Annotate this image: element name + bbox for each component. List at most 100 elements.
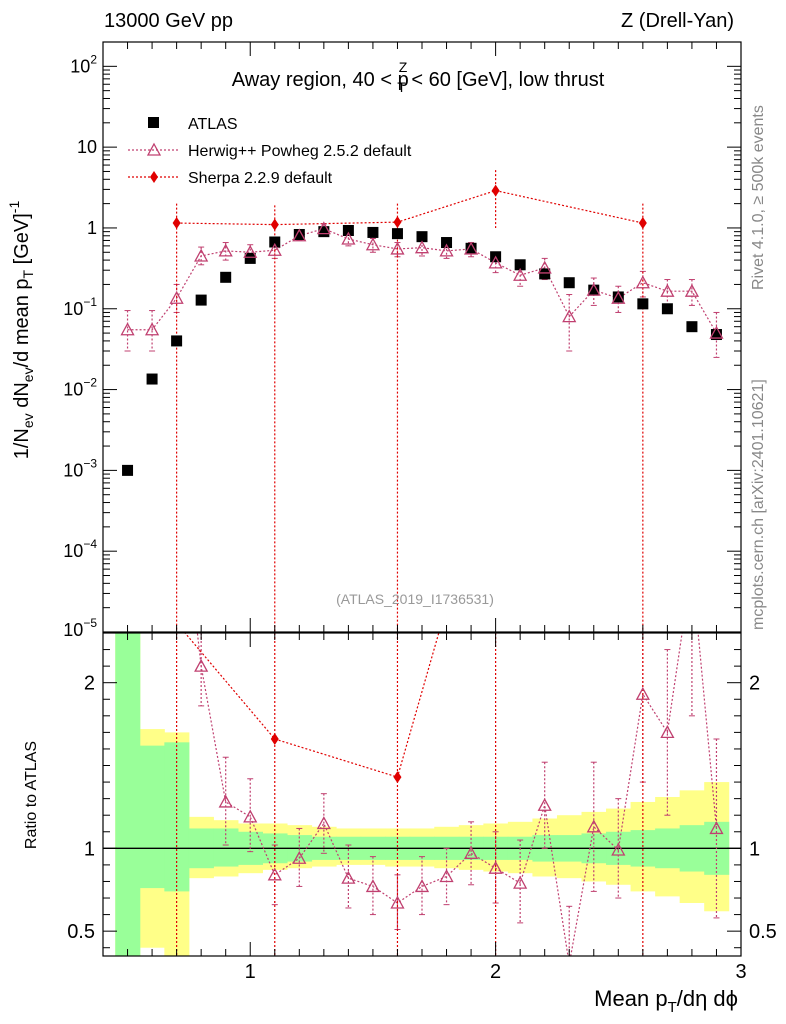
herwig-ratio-point (635, 686, 650, 700)
herwig-ratio-point (586, 819, 601, 833)
herwig-point (316, 221, 331, 235)
atlas-point (122, 464, 134, 476)
x-axis-label: Mean pT/dη dϕ (594, 986, 738, 1016)
mcplots-label: mcplots.cern.ch [arXiv:2401.10621] (750, 379, 767, 630)
herwig-point (414, 240, 430, 254)
herwig-ratio-point (660, 725, 675, 739)
herwig-point (390, 241, 405, 255)
herwig-ratio-point (488, 860, 503, 874)
herwig-ratio-point (513, 875, 528, 889)
ratio-tick-label-right: 2 (749, 673, 760, 695)
herwig-point (144, 322, 160, 336)
ratio-tick-label-right: 1 (749, 838, 760, 860)
sherpa-line (176, 189, 643, 226)
herwig-point (562, 309, 577, 323)
ratio-y-label: Ratio to ATLAS (23, 741, 40, 849)
herwig-point (488, 255, 503, 269)
herwig-ratio-point (390, 895, 405, 909)
header-left: 13000 GeV pp (104, 10, 233, 32)
herwig-ratio-point (341, 870, 356, 884)
herwig-point (611, 290, 626, 304)
sherpa-ratio-point (270, 733, 279, 746)
sherpa-point (270, 218, 279, 231)
x-tick-label: 3 (735, 961, 746, 983)
atlas-point (391, 228, 403, 240)
ratio-tick-label-right: 0.5 (749, 921, 777, 943)
herwig-point (463, 241, 479, 255)
herwig-ratio-point (686, 561, 698, 572)
atlas-point (539, 268, 551, 280)
herwig-ratio-point (709, 821, 724, 835)
rivet-label: Rivet 4.1.0, ≥ 500k events (750, 105, 767, 290)
sherpa-point (638, 217, 647, 230)
herwig-ratio-point (463, 845, 479, 859)
atlas-point (563, 277, 575, 289)
herwig-point (537, 260, 552, 274)
herwig-point (365, 237, 381, 251)
atlas-point (637, 298, 649, 310)
herwig-point (292, 228, 307, 242)
analysis-id: (ATLAS_2019_I1736531) (336, 591, 494, 607)
main-data (120, 170, 724, 632)
ratio-tick-label: 2 (84, 673, 95, 695)
herwig-ratio-point (563, 958, 575, 969)
herwig-ratio-point (267, 867, 282, 881)
chart-title: Away region, 40 < pZ T < 60 [GeV], low th… (232, 59, 605, 95)
y-tick-label: 1 (87, 218, 97, 238)
atlas-point (661, 303, 673, 315)
ratio-tick-label: 0.5 (67, 921, 95, 943)
ratio-tick-label: 1 (84, 838, 95, 860)
atlas-point (146, 373, 158, 385)
herwig-point (586, 282, 601, 296)
atlas-point (293, 228, 305, 240)
y-tick-label: 10−3 (63, 456, 97, 480)
sherpa-ratio-line (184, 633, 440, 778)
herwig-point (169, 290, 184, 304)
y-tick-label: 10 (77, 137, 97, 157)
y-tick-label: 102 (70, 52, 97, 76)
herwig-ratio-point (365, 879, 381, 893)
sherpa-point (491, 184, 500, 197)
herwig-point (267, 242, 282, 256)
herwig-ratio-point (316, 816, 331, 830)
herwig-point (660, 283, 675, 297)
herwig-ratio-point (292, 850, 307, 864)
ratio-bands (103, 633, 741, 956)
herwig-point (243, 244, 258, 258)
herwig-point (635, 275, 650, 289)
herwig-point (439, 243, 454, 257)
sherpa-ratio-point (393, 771, 402, 784)
ratio-data (171, 445, 724, 969)
atlas-point (195, 294, 207, 306)
sherpa-point (393, 216, 402, 229)
herwig-point (513, 267, 528, 281)
atlas-point (416, 231, 428, 243)
legend-sherpa-label: Sherpa 2.2.9 default (188, 170, 333, 187)
band-group (103, 633, 741, 956)
atlas-point (588, 284, 600, 296)
atlas-point (441, 237, 453, 249)
herwig-point (709, 325, 724, 339)
herwig-ratio-point (414, 879, 430, 893)
herwig-point (120, 322, 135, 336)
herwig-ratio-point (171, 445, 183, 456)
legend-atlas-label: ATLAS (188, 116, 238, 133)
atlas-point (269, 236, 281, 248)
atlas-point (367, 226, 379, 238)
herwig-ratio-point (537, 797, 552, 811)
x-tick-label: 2 (490, 961, 501, 983)
herwig-point (218, 243, 233, 257)
y-tick-label: 10−5 (63, 616, 97, 640)
atlas-point (514, 259, 526, 271)
atlas-point (710, 329, 722, 341)
legend-sherpa-marker (150, 171, 158, 183)
legend-herwig-label: Herwig++ Powheg 2.5.2 default (188, 143, 412, 160)
atlas-point (612, 291, 624, 303)
herwig-point (684, 283, 700, 297)
herwig-ratio-point (243, 809, 258, 823)
axes-layer: 10−5 10−4 10−3 10−2 10−1 1 10 102 0.5 0.5 1 1 2 2 1 2 3 (63, 41, 777, 983)
herwig-ratio-line (196, 633, 718, 956)
atlas-point (220, 271, 232, 283)
band-green (115, 633, 141, 956)
